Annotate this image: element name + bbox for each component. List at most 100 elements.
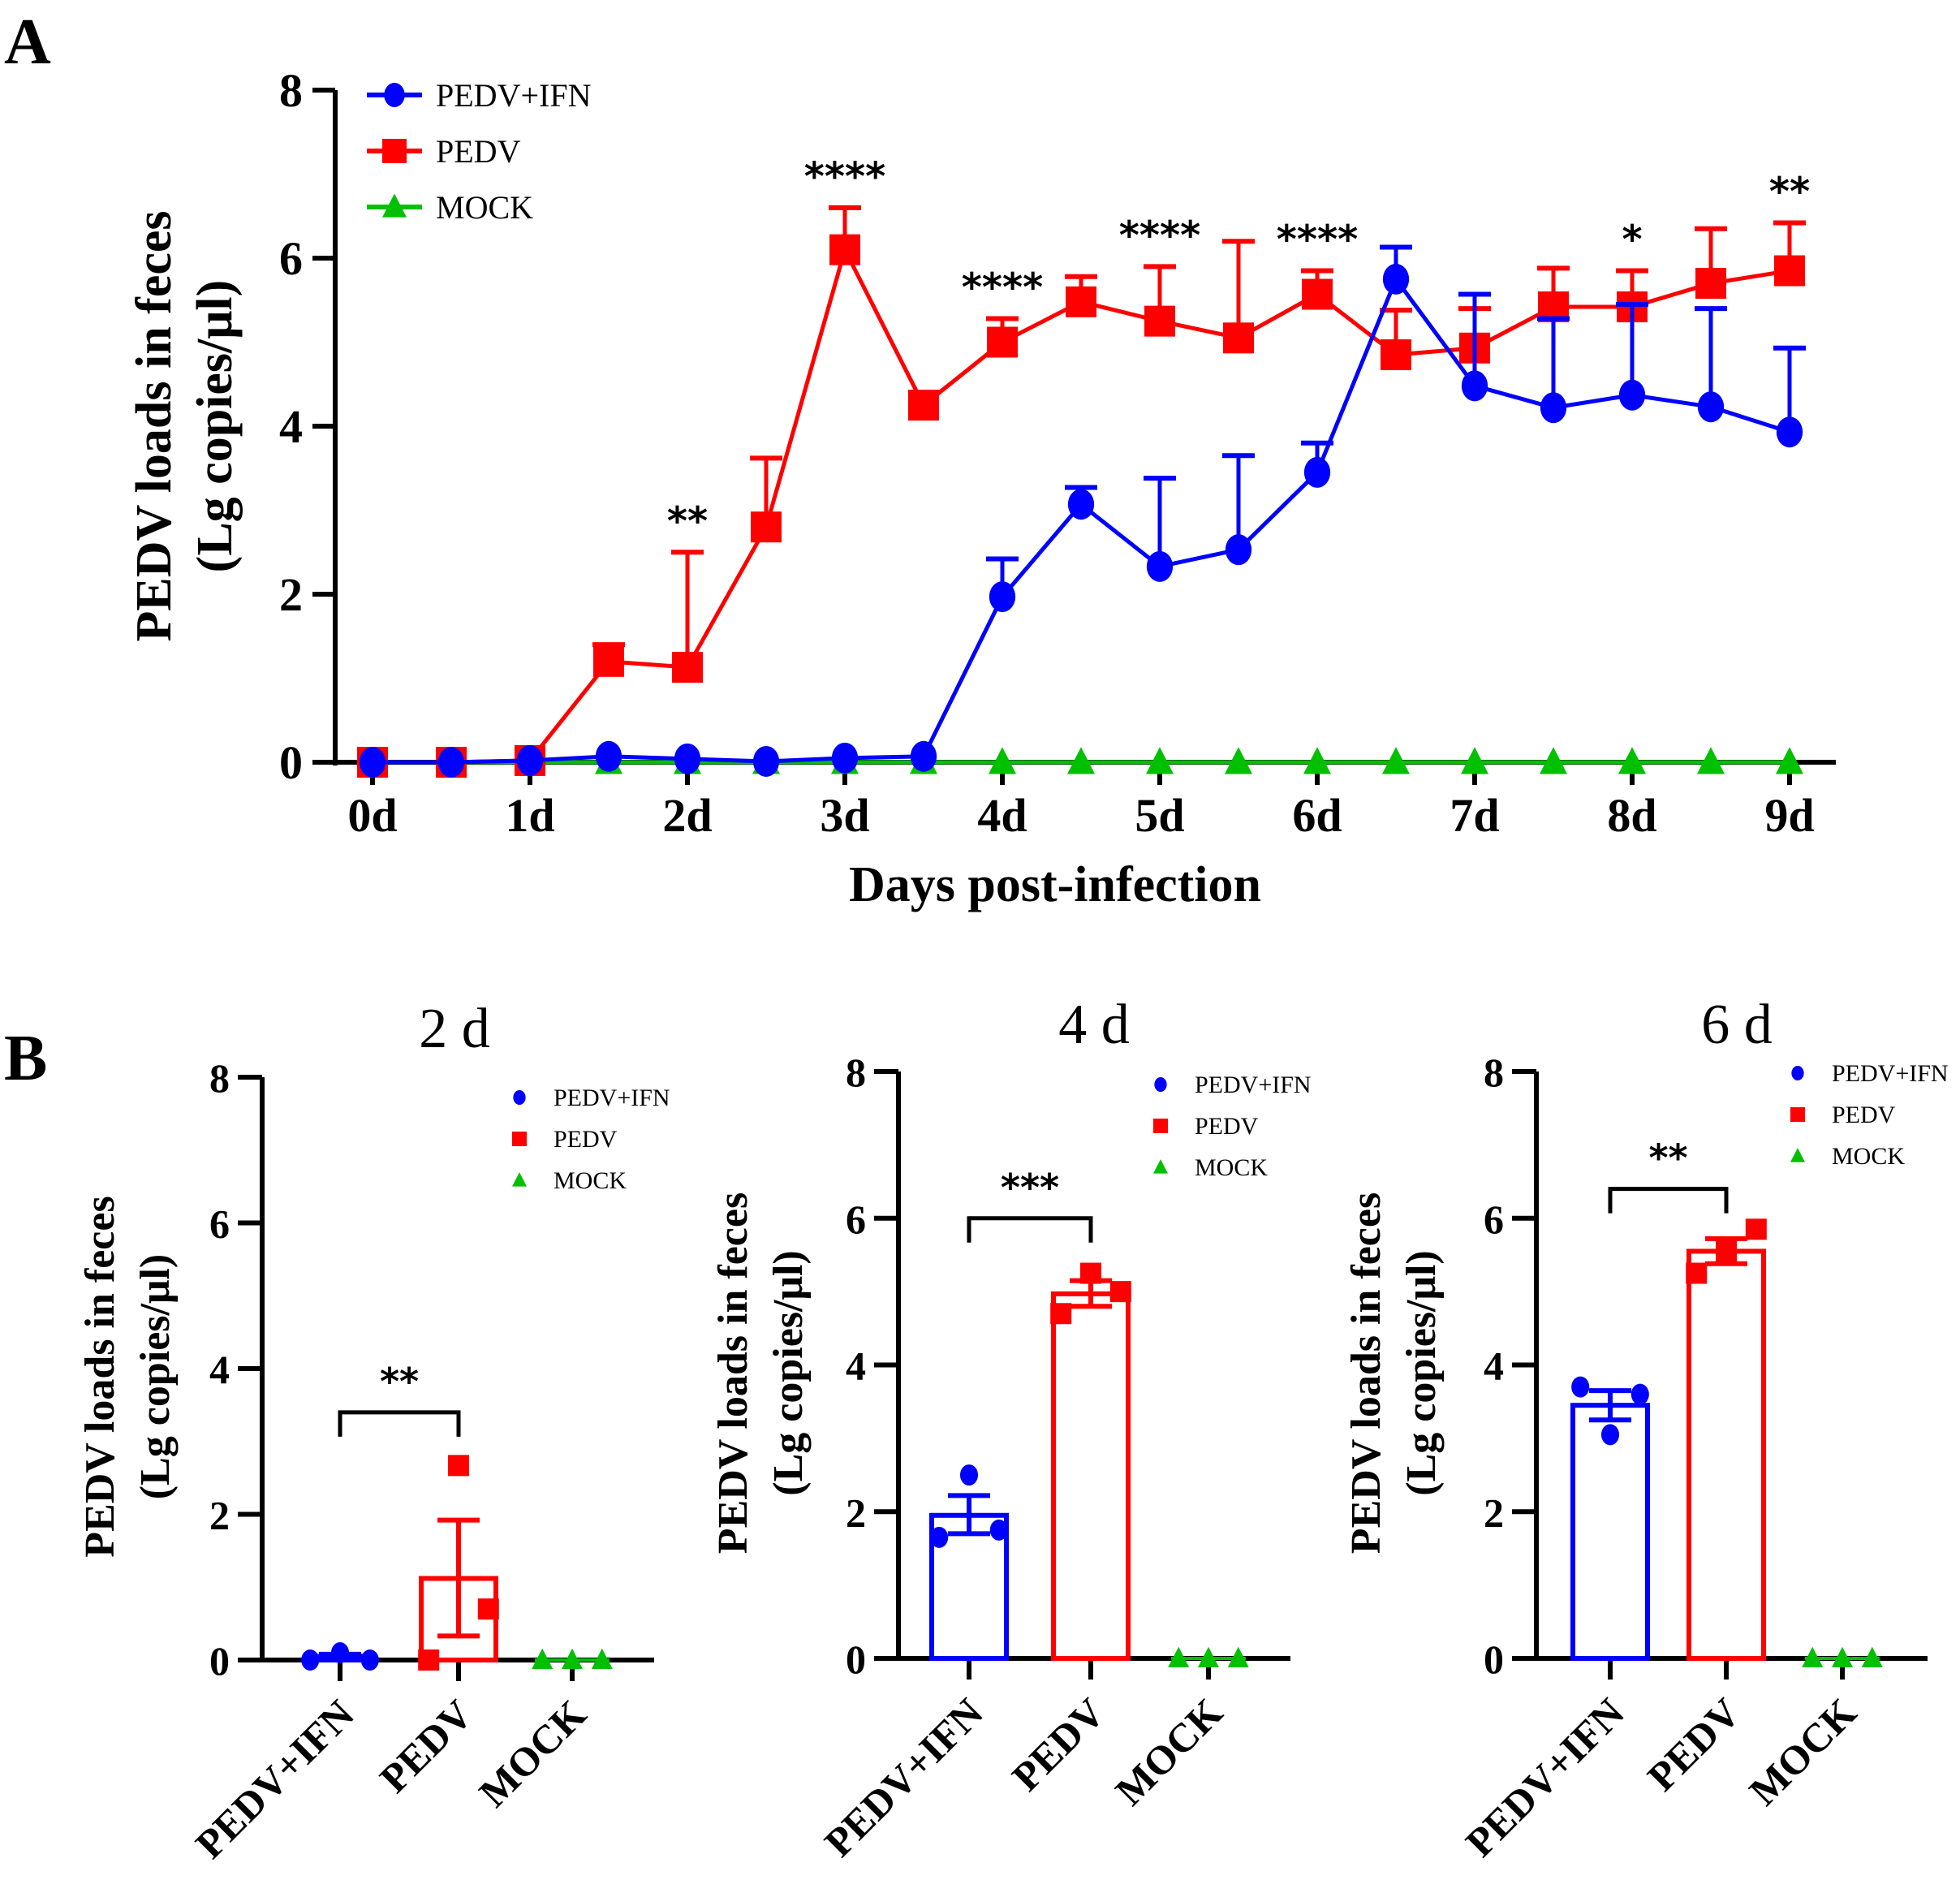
data-point bbox=[516, 744, 544, 776]
y-tick-label: 6 bbox=[1484, 1197, 1504, 1242]
series-pedv-ifn bbox=[359, 244, 1806, 778]
significance-bracket: ** bbox=[338, 1360, 461, 1437]
data-point bbox=[593, 645, 624, 677]
chart-title: 6 d bbox=[1701, 994, 1773, 1056]
significance-label: ** bbox=[1648, 1136, 1687, 1180]
data-point bbox=[1618, 379, 1646, 411]
data-point bbox=[1382, 747, 1410, 774]
data-point bbox=[1540, 392, 1567, 424]
legend-label: MOCK bbox=[1832, 1143, 1905, 1170]
y-tick-label: 8 bbox=[1484, 1050, 1504, 1095]
data-point bbox=[437, 747, 465, 778]
x-tick-label: PEDV+IFN bbox=[187, 1691, 363, 1867]
y-axis-title-line1: PEDV loads in feces bbox=[710, 1192, 756, 1554]
data-point bbox=[1776, 416, 1803, 448]
significance-label: ** bbox=[667, 498, 708, 544]
data-point bbox=[1067, 747, 1095, 774]
data-point bbox=[1461, 370, 1488, 402]
legend-item: PEDV+IFN bbox=[513, 1084, 670, 1111]
y-tick-label: 2 bbox=[1484, 1490, 1504, 1535]
data-point bbox=[562, 1648, 583, 1670]
panel-a-x-axis-title: Days post-infection bbox=[849, 857, 1261, 912]
legend-label: PEDV+IFN bbox=[1832, 1060, 1949, 1087]
data-point bbox=[1382, 263, 1410, 295]
data-point bbox=[1168, 1646, 1190, 1668]
y-tick-label: 8 bbox=[279, 64, 303, 117]
legend: PEDV+IFN PEDV MOCK bbox=[512, 1084, 670, 1194]
legend-item: MOCK bbox=[512, 1167, 627, 1194]
legend-item: MOCK bbox=[1153, 1154, 1268, 1181]
x-tick-label: 8d bbox=[1607, 789, 1656, 842]
data-point bbox=[301, 1649, 320, 1671]
significance-bracket: ** bbox=[1608, 1136, 1729, 1214]
bar-group-mock bbox=[1802, 1646, 1883, 1668]
data-point bbox=[989, 581, 1016, 613]
bar-group-mock bbox=[532, 1648, 613, 1670]
y-tick-label: 0 bbox=[209, 1638, 230, 1684]
data-point bbox=[1067, 489, 1095, 520]
data-point bbox=[595, 740, 622, 772]
panel-b-2d-bar-chart: 2 d PEDV loads in feces (Lg copies/μl) 0 2 4 6… bbox=[77, 998, 670, 1867]
y-tick-label: 0 bbox=[279, 736, 303, 789]
x-tick-label: 7d bbox=[1450, 789, 1499, 842]
legend-item: PEDV+IFN bbox=[1154, 1072, 1312, 1098]
panel-label-b: B bbox=[4, 1023, 47, 1094]
y-tick-label: 2 bbox=[209, 1493, 230, 1538]
y-tick-label: 4 bbox=[846, 1343, 866, 1389]
legend-item: MOCK bbox=[1790, 1143, 1905, 1170]
legend-item: PEDV+IFN bbox=[367, 77, 591, 114]
legend-label: PEDV bbox=[1195, 1113, 1259, 1140]
data-point bbox=[1225, 534, 1252, 566]
significance-label: ** bbox=[380, 1360, 419, 1404]
legend-marker-circle-icon bbox=[1154, 1077, 1167, 1092]
legend-marker-triangle-icon bbox=[382, 193, 407, 218]
data-point bbox=[1303, 456, 1331, 488]
x-tick-label: 9d bbox=[1764, 789, 1814, 842]
panel-label-a: A bbox=[4, 6, 51, 78]
data-point bbox=[1227, 1646, 1249, 1668]
legend: PEDV+IFN PEDV MOCK bbox=[1153, 1072, 1312, 1181]
x-tick-label: PEDV bbox=[371, 1691, 481, 1801]
x-tick-label: MOCK bbox=[1740, 1689, 1865, 1814]
x-tick-label: 4d bbox=[977, 789, 1027, 842]
data-point bbox=[1776, 747, 1803, 774]
legend-marker-triangle-icon bbox=[1153, 1159, 1168, 1174]
data-point bbox=[989, 747, 1016, 774]
y-tick-label: 2 bbox=[846, 1490, 866, 1535]
data-point bbox=[1745, 1218, 1767, 1240]
x-tick-label: MOCK bbox=[470, 1691, 595, 1816]
legend-marker-circle-icon bbox=[1791, 1066, 1804, 1080]
data-point bbox=[1381, 339, 1411, 371]
bar-group-pedv-ifn bbox=[301, 1642, 379, 1671]
y-tick-label: 4 bbox=[1484, 1343, 1504, 1389]
data-point bbox=[532, 1648, 554, 1670]
bar-group-pedv bbox=[1686, 1218, 1767, 1661]
significance-label: * bbox=[1622, 218, 1642, 263]
data-point bbox=[910, 740, 937, 772]
legend-marker-circle-icon bbox=[513, 1090, 526, 1105]
legend-item: PEDV bbox=[1790, 1102, 1896, 1128]
data-point bbox=[1050, 1303, 1072, 1325]
data-point bbox=[1697, 747, 1725, 774]
data-point bbox=[1461, 747, 1488, 774]
bracket-line bbox=[1608, 1187, 1729, 1214]
legend-label: MOCK bbox=[554, 1167, 627, 1194]
legend: PEDV+IFN PEDV MOCK bbox=[1790, 1060, 1949, 1170]
legend-marker-square-icon bbox=[1153, 1119, 1168, 1133]
data-point bbox=[1802, 1646, 1824, 1668]
data-point bbox=[1832, 1646, 1853, 1668]
x-tick-label: PEDV bbox=[1003, 1689, 1114, 1800]
bar-group-mock bbox=[1168, 1646, 1249, 1668]
legend-marker-circle-icon bbox=[384, 83, 405, 107]
significance-label: **** bbox=[1119, 213, 1200, 258]
y-tick-label: 0 bbox=[846, 1636, 866, 1682]
legend-marker-square-icon bbox=[1790, 1107, 1805, 1122]
significance-label: **** bbox=[804, 154, 885, 200]
chart-title: 4 d bbox=[1058, 994, 1130, 1056]
data-point bbox=[360, 1649, 379, 1671]
data-point bbox=[1144, 305, 1175, 337]
panel-a-annotations: ************** **** *** bbox=[667, 154, 1810, 544]
data-point bbox=[1600, 1424, 1620, 1446]
panel-b-6d-bar-chart: 6 d PEDV loads in feces (Lg copies/μl) 0 2 4 6… bbox=[1343, 994, 1949, 1865]
